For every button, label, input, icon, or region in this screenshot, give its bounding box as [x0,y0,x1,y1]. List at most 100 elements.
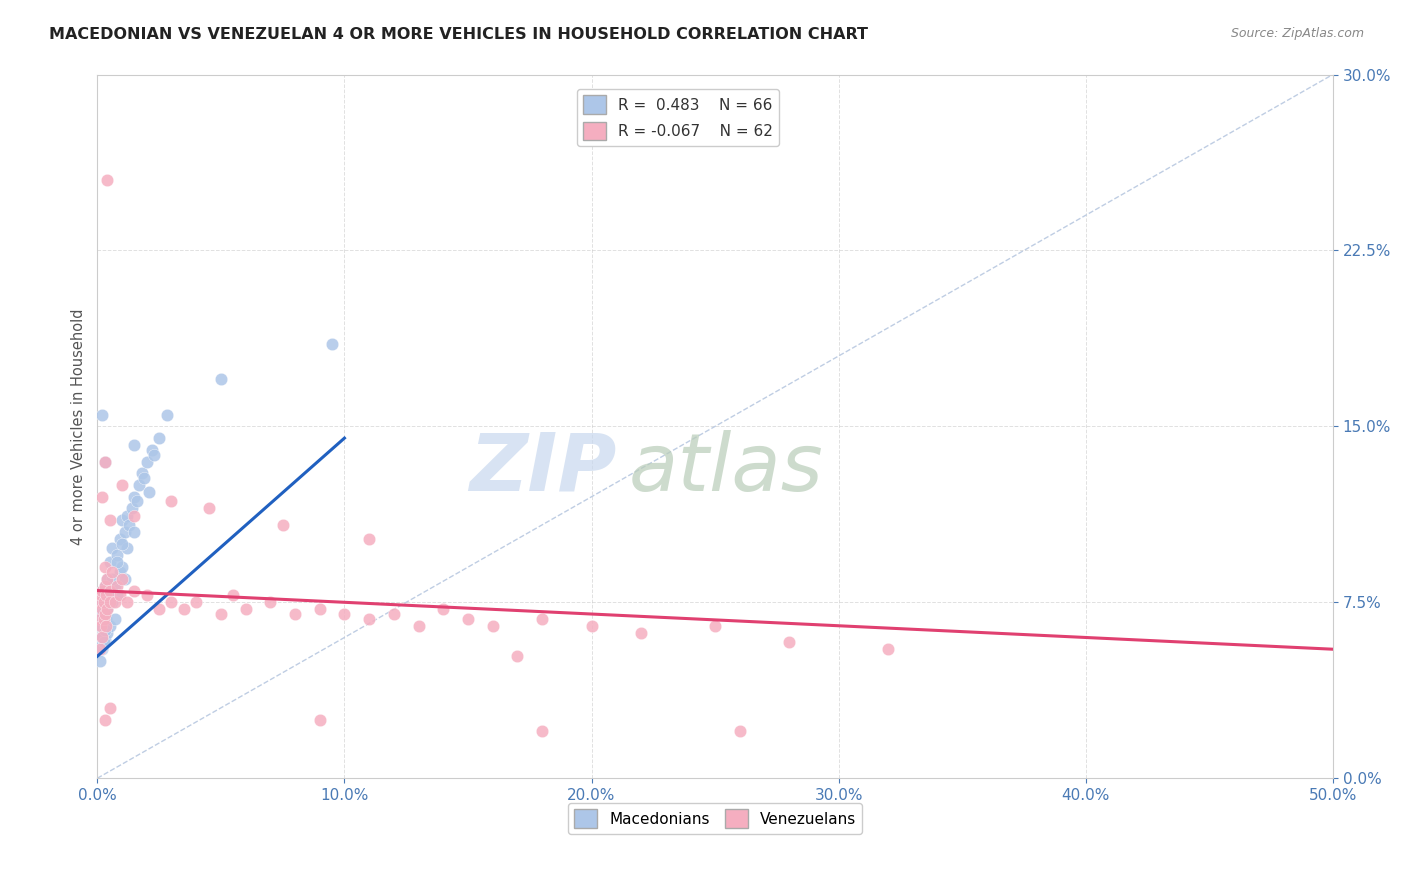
Point [98,556,121,570]
Point [105,556,128,570]
Point [124,583,146,598]
Point [259,595,281,609]
Point [101,595,124,609]
Point [531,612,554,626]
Point [124,438,146,452]
Point [382,607,405,621]
Point [90,631,112,645]
Text: ZIP: ZIP [468,430,616,508]
Point [115,508,138,523]
Point [114,572,136,586]
Point [96,572,118,586]
Point [118,517,141,532]
Point [96,572,118,586]
Point [111,560,134,574]
Point [91,612,114,626]
Point [94,632,117,647]
Point [93,625,115,640]
Point [704,619,727,633]
Point [271,517,294,532]
Point [94,619,117,633]
Point [143,448,166,462]
Point [93,588,115,602]
Point [115,541,138,556]
Point [96,173,118,187]
Point [89,612,111,626]
Point [94,579,117,593]
Point [128,478,150,492]
Point [91,408,114,422]
Point [94,560,117,574]
Point [91,642,114,657]
Point [121,501,143,516]
Point [124,524,146,539]
Point [89,595,111,609]
Point [89,654,111,668]
Point [728,724,751,739]
Point [186,595,208,609]
Point [89,642,111,657]
Point [138,485,160,500]
Point [359,532,381,546]
Point [96,588,118,602]
Point [308,713,330,727]
Point [308,602,330,616]
Text: atlas: atlas [628,430,824,508]
Point [90,642,112,657]
Point [148,602,170,616]
Point [89,619,111,633]
Point [111,478,134,492]
Point [155,408,177,422]
Point [111,572,134,586]
Point [160,595,183,609]
Point [96,625,118,640]
Text: MACEDONIAN VS VENEZUELAN 4 OR MORE VEHICLES IN HOUSEHOLD CORRELATION CHART: MACEDONIAN VS VENEZUELAN 4 OR MORE VEHIC… [49,27,869,42]
Point [93,612,115,626]
Point [111,513,134,527]
Text: Source: ZipAtlas.com: Source: ZipAtlas.com [1230,27,1364,40]
Point [98,588,121,602]
Point [89,635,111,649]
Point [321,337,343,351]
Point [94,588,117,602]
Point [91,602,114,616]
Y-axis label: 4 or more Vehicles in Household: 4 or more Vehicles in Household [72,308,86,545]
Point [94,454,117,468]
Point [160,494,183,508]
Point [98,701,121,715]
Point [98,513,121,527]
Point [108,588,131,602]
Point [101,565,124,579]
Point [96,602,118,616]
Point [222,588,245,602]
Point [877,642,900,657]
Point [131,467,153,481]
Point [91,583,114,598]
Point [134,471,156,485]
Point [135,454,157,468]
Point [104,579,127,593]
Point [457,612,479,626]
Point [91,631,114,645]
Point [197,501,219,516]
Point [93,595,115,609]
Point [90,588,112,602]
Point [284,607,307,621]
Point [105,549,128,563]
Point [94,595,117,609]
Point [91,583,114,598]
Point [105,579,128,593]
Point [581,619,603,633]
Point [94,612,117,626]
Point [94,619,117,633]
Point [96,602,118,616]
Point [506,649,529,664]
Point [94,579,117,593]
Point [135,588,157,602]
Point [93,635,115,649]
Point [481,619,503,633]
Point [209,372,232,386]
Point [105,588,128,602]
Point [94,454,117,468]
Legend: Macedonians, Venezuelans: Macedonians, Venezuelans [568,803,862,834]
